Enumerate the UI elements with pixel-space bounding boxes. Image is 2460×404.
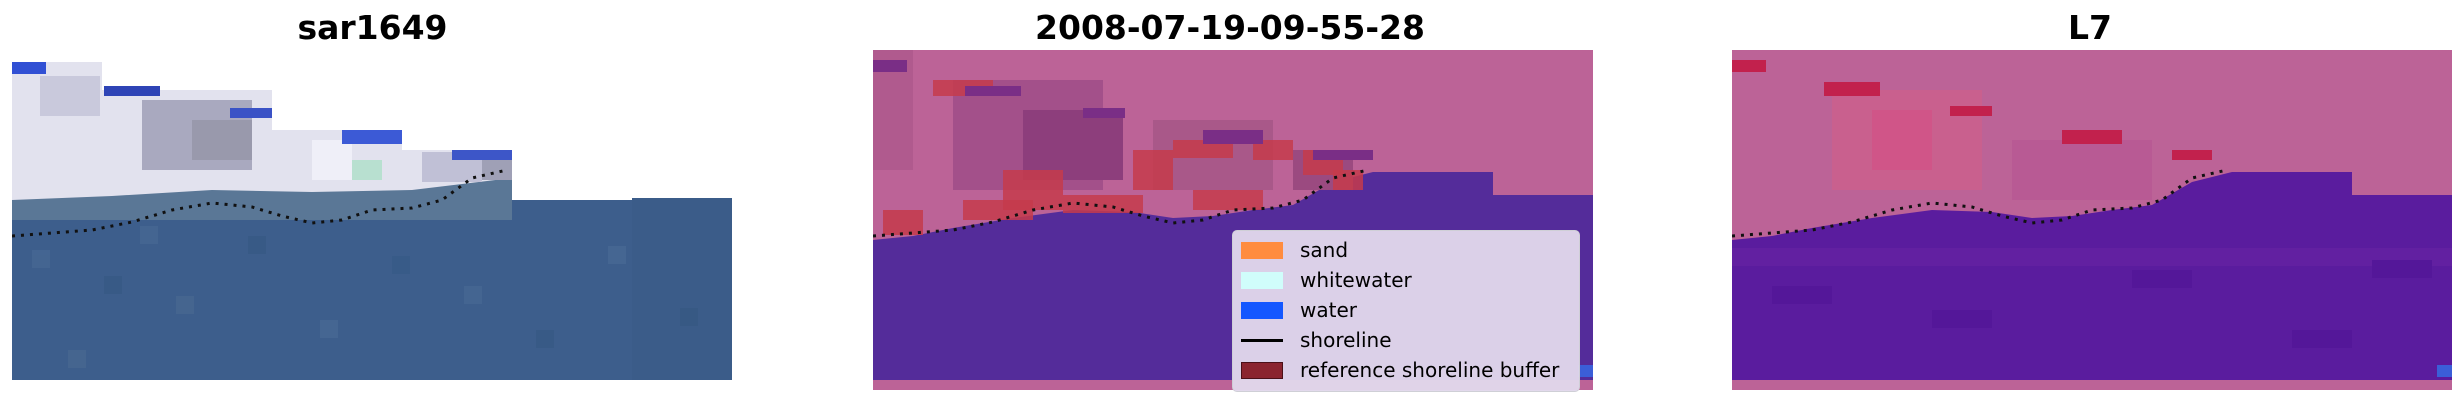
- legend-item-reference-buffer: reference shoreline buffer: [1233, 355, 1559, 385]
- panel-title-index: L7: [2068, 8, 2112, 47]
- class-nodata-edges: [873, 60, 1593, 377]
- water-index-panel: [1732, 50, 2452, 390]
- shoreline-swatch: [1241, 338, 1283, 342]
- legend-label: shoreline: [1300, 328, 1392, 352]
- legend-item-whitewater: whitewater: [1233, 265, 1412, 295]
- legend-item-water: water: [1233, 295, 1357, 325]
- nodata-edges: [12, 62, 512, 160]
- rgb-image-panel: [12, 62, 732, 380]
- water-index-area: [1732, 172, 2452, 380]
- legend-label: whitewater: [1300, 268, 1412, 292]
- whitewater-swatch: [1241, 271, 1283, 289]
- legend-item-shoreline: shoreline: [1233, 325, 1392, 355]
- legend-label: water: [1300, 298, 1357, 322]
- index-texture: [1732, 248, 2452, 348]
- legend-item-sand: sand: [1233, 235, 1348, 265]
- panel-title-rgb: sar1649: [297, 8, 448, 47]
- ocean-texture: [32, 226, 698, 368]
- legend: sand whitewater water shoreline referenc…: [1232, 230, 1580, 392]
- water-swatch: [1241, 301, 1283, 319]
- legend-label: sand: [1300, 238, 1349, 262]
- legend-label: reference shoreline buffer: [1300, 358, 1560, 382]
- panel-title-classification: 2008-07-19-09-55-28: [1035, 8, 1425, 47]
- buffer-swatch: [1241, 361, 1283, 379]
- index-nodata-edges: [1732, 60, 2452, 377]
- land-area: [12, 62, 512, 200]
- sand-swatch: [1241, 241, 1283, 259]
- land-index-regions: [1832, 90, 2152, 200]
